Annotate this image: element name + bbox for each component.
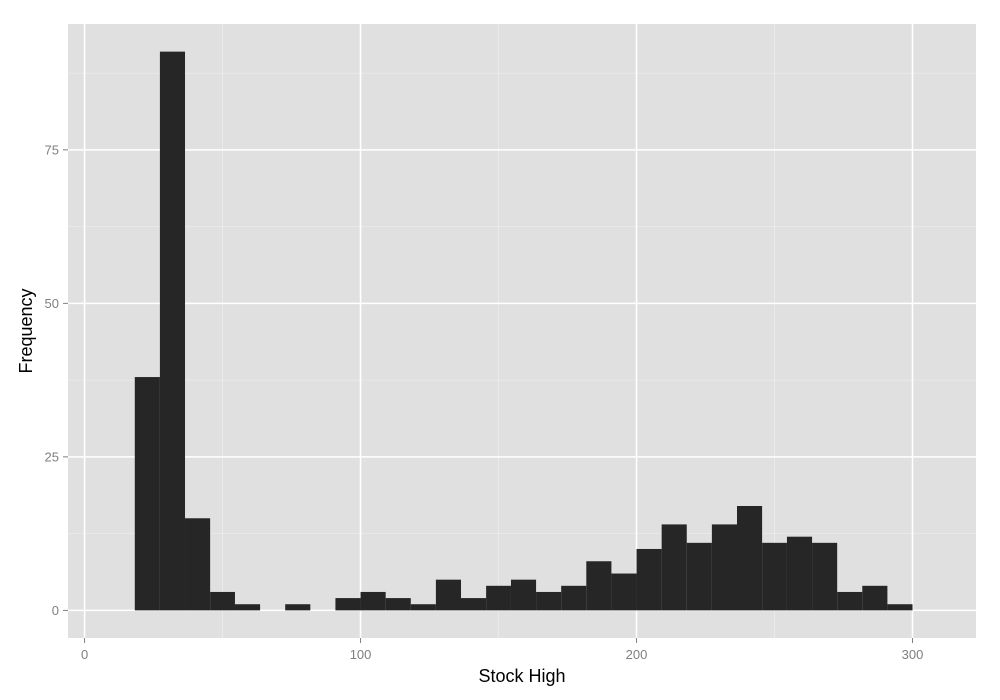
histogram-bar <box>536 591 562 611</box>
histogram-bar <box>510 579 537 611</box>
x-tick-label: 100 <box>350 647 372 662</box>
x-tick-label: 0 <box>81 647 88 662</box>
histogram-bar <box>234 604 261 611</box>
histogram-bar <box>636 548 662 611</box>
x-axis-title: Stock High <box>478 666 565 686</box>
histogram-bar <box>435 579 462 611</box>
histogram-bar <box>862 585 888 611</box>
histogram-bar <box>762 542 787 611</box>
histogram-bar <box>410 604 436 611</box>
x-tick-label: 200 <box>626 647 648 662</box>
histogram-bar <box>335 598 361 611</box>
x-axis: 0 100 200 300 <box>81 638 923 662</box>
histogram-bar <box>887 604 913 611</box>
histogram-bar <box>385 598 411 611</box>
histogram-bar <box>661 524 687 611</box>
x-tick-label: 300 <box>902 647 924 662</box>
histogram-bar <box>837 591 863 611</box>
histogram-bar <box>812 542 838 611</box>
histogram-bar <box>360 591 386 611</box>
y-tick-label: 0 <box>52 603 59 618</box>
histogram-bar <box>185 518 211 611</box>
histogram-bar <box>711 524 737 611</box>
histogram-bar <box>611 573 637 611</box>
histogram-bars <box>134 51 913 611</box>
plot-panel <box>68 24 976 638</box>
histogram-bar <box>686 542 712 611</box>
histogram-bar <box>134 377 160 611</box>
y-tick-label: 75 <box>45 142 59 157</box>
histogram-bar <box>561 585 587 611</box>
histogram-bar <box>736 505 763 611</box>
y-axis: 0 25 50 75 <box>45 142 68 618</box>
histogram-bar <box>786 536 813 611</box>
histogram-bar <box>210 591 235 611</box>
y-tick-label: 25 <box>45 449 59 464</box>
histogram-bar <box>486 585 511 611</box>
y-tick-label: 50 <box>45 296 59 311</box>
histogram-bar <box>461 598 487 611</box>
histogram-bar <box>586 561 612 611</box>
histogram-bar <box>285 604 311 611</box>
y-axis-title: Frequency <box>16 288 36 373</box>
minor-gridlines <box>68 24 976 638</box>
histogram-bar <box>159 51 186 611</box>
